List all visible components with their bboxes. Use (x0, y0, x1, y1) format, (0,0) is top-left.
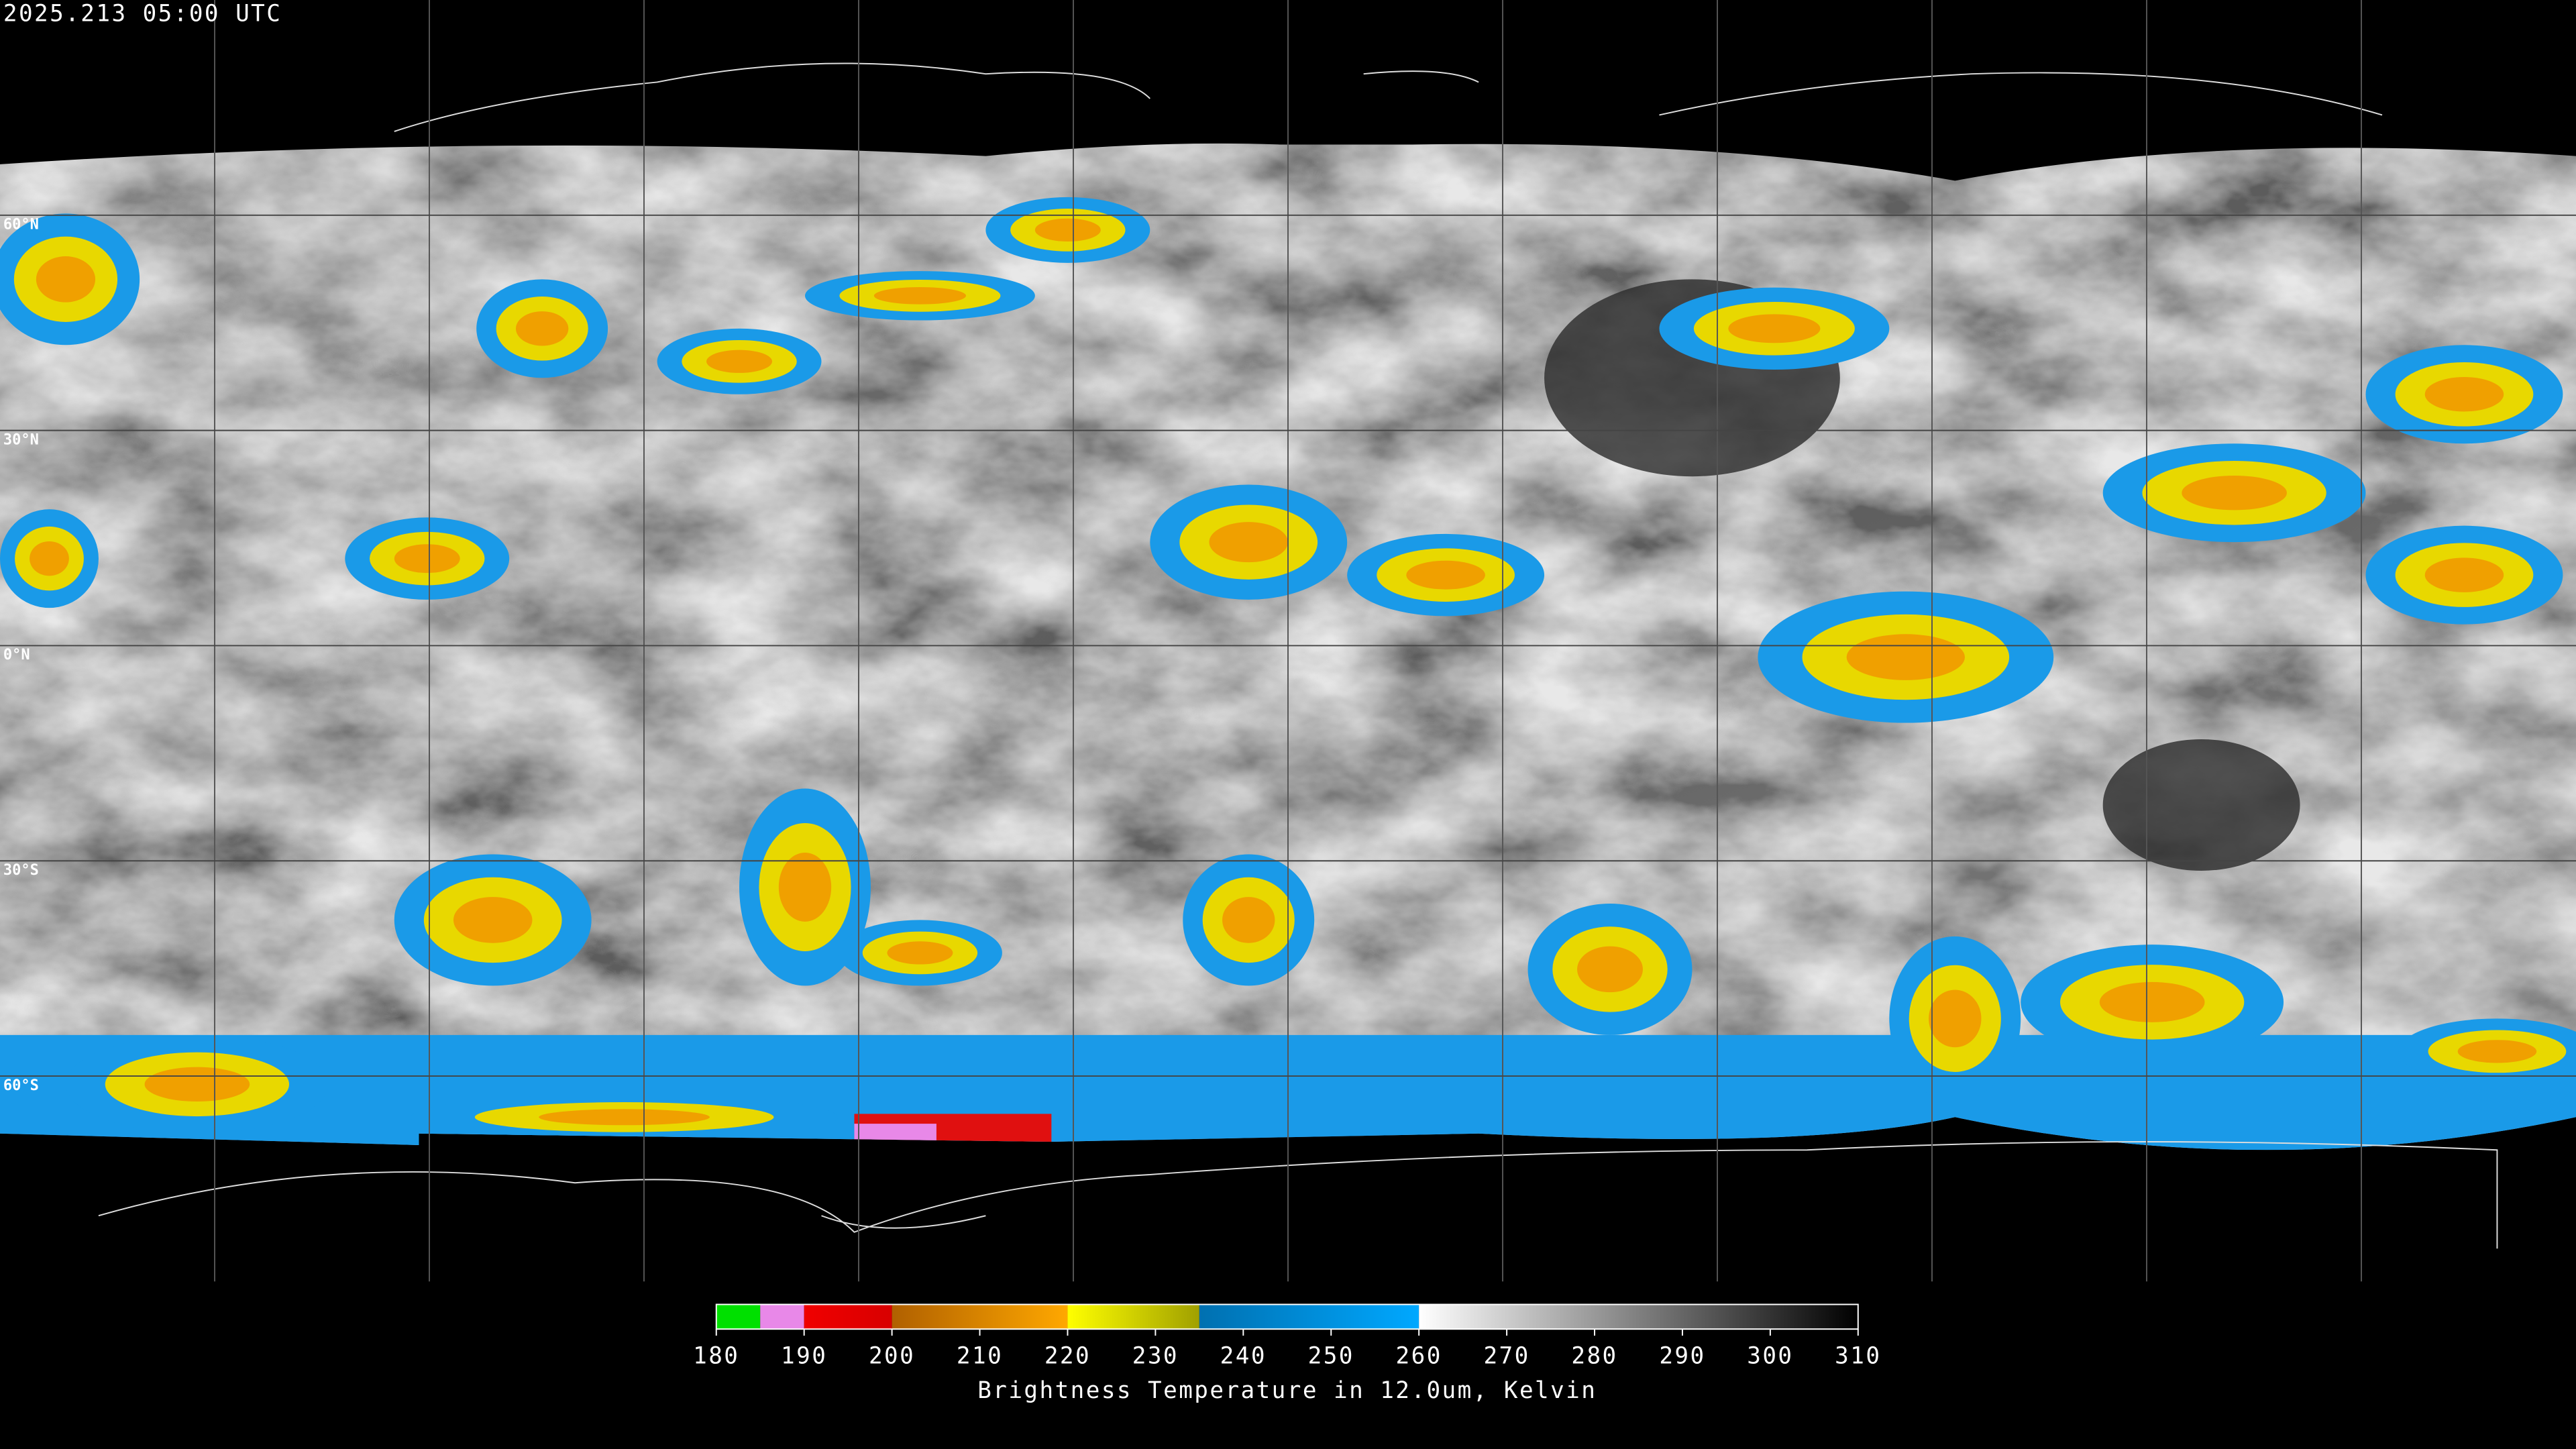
graticule: 60°N 30°N 0°N 30°S 60°S (0, 0, 2576, 1282)
cloud-orange (1209, 522, 1288, 563)
colorbar-tick-label: 270 (1483, 1342, 1529, 1369)
cloud-orange (1222, 897, 1275, 943)
latitude-label: 60°S (3, 1077, 39, 1094)
cloud-orange (453, 897, 533, 943)
cloud-orange (30, 541, 69, 576)
cloud-orange (2424, 557, 2504, 592)
colorbar-tick-label: 260 (1396, 1342, 1442, 1369)
colorbar-tick-label: 250 (1308, 1342, 1354, 1369)
colorbar-label: Brightness Temperature in 12.0um, Kelvin (977, 1377, 1597, 1404)
colorbar-tick-label: 190 (781, 1342, 827, 1369)
cloud-orange (144, 1067, 250, 1102)
cloud-orange (706, 350, 773, 373)
colorbar-segment (1067, 1304, 1199, 1330)
colorbar-tick-label: 230 (1132, 1342, 1179, 1369)
coastline (98, 1141, 2498, 1249)
colorbar-segment (760, 1304, 804, 1330)
colorbar-tick-label: 180 (693, 1342, 739, 1369)
cloud-orange (515, 311, 569, 346)
cloud-orange (1577, 946, 1643, 993)
cloud-orange (36, 256, 96, 303)
cloud-orange (2424, 377, 2504, 412)
colorbar-tick-label: 310 (1835, 1342, 1881, 1369)
cloud-orange (1034, 218, 1101, 241)
cloud-orange (873, 286, 966, 305)
colorbar-frame (715, 1303, 1859, 1330)
cloud-orange (1728, 314, 1821, 343)
cloud-orange (778, 853, 832, 922)
colorbar-tick-label: 300 (1747, 1342, 1793, 1369)
latitude-label: 30°S (3, 862, 39, 879)
colorbar: 180 190 200 210 220 230 240 250 260 270 280 290 300 3… (693, 1303, 1881, 1404)
colorbar-segment (1199, 1304, 1419, 1330)
cloud-orange (1846, 634, 1965, 680)
cloud-orange (539, 1109, 710, 1126)
timestamp: 2025.213 05:00 UTC (3, 1, 282, 28)
colorbar-tick-label: 240 (1220, 1342, 1267, 1369)
cloud-orange (2457, 1040, 2537, 1063)
cloud-orange (1406, 560, 1485, 590)
cloud-orange (394, 544, 460, 574)
colorbar-segment (804, 1304, 892, 1330)
colorbar-tick-label: 220 (1044, 1342, 1091, 1369)
colorbar-tick-label: 280 (1571, 1342, 1617, 1369)
colorbar-segment (892, 1304, 1068, 1330)
colorbar-segment (1419, 1304, 1858, 1330)
colorbar-segment (716, 1304, 761, 1330)
cloud-orange (887, 941, 953, 965)
latitude-label: 0°N (3, 647, 30, 663)
coastline (394, 62, 2383, 132)
colorbar-tick-label: 290 (1659, 1342, 1705, 1369)
colorbar-tick-label: 210 (957, 1342, 1003, 1369)
cloud-orange (2182, 475, 2287, 511)
cold-cloud-tops (0, 197, 2576, 1147)
cloud-orange (1929, 989, 1982, 1048)
cloud-orange (2099, 981, 2205, 1022)
latitude-label: 60°N (3, 217, 39, 233)
latitude-label: 30°N (3, 431, 39, 448)
dry-region (2102, 739, 2300, 871)
colorbar-tick-label: 200 (869, 1342, 915, 1369)
